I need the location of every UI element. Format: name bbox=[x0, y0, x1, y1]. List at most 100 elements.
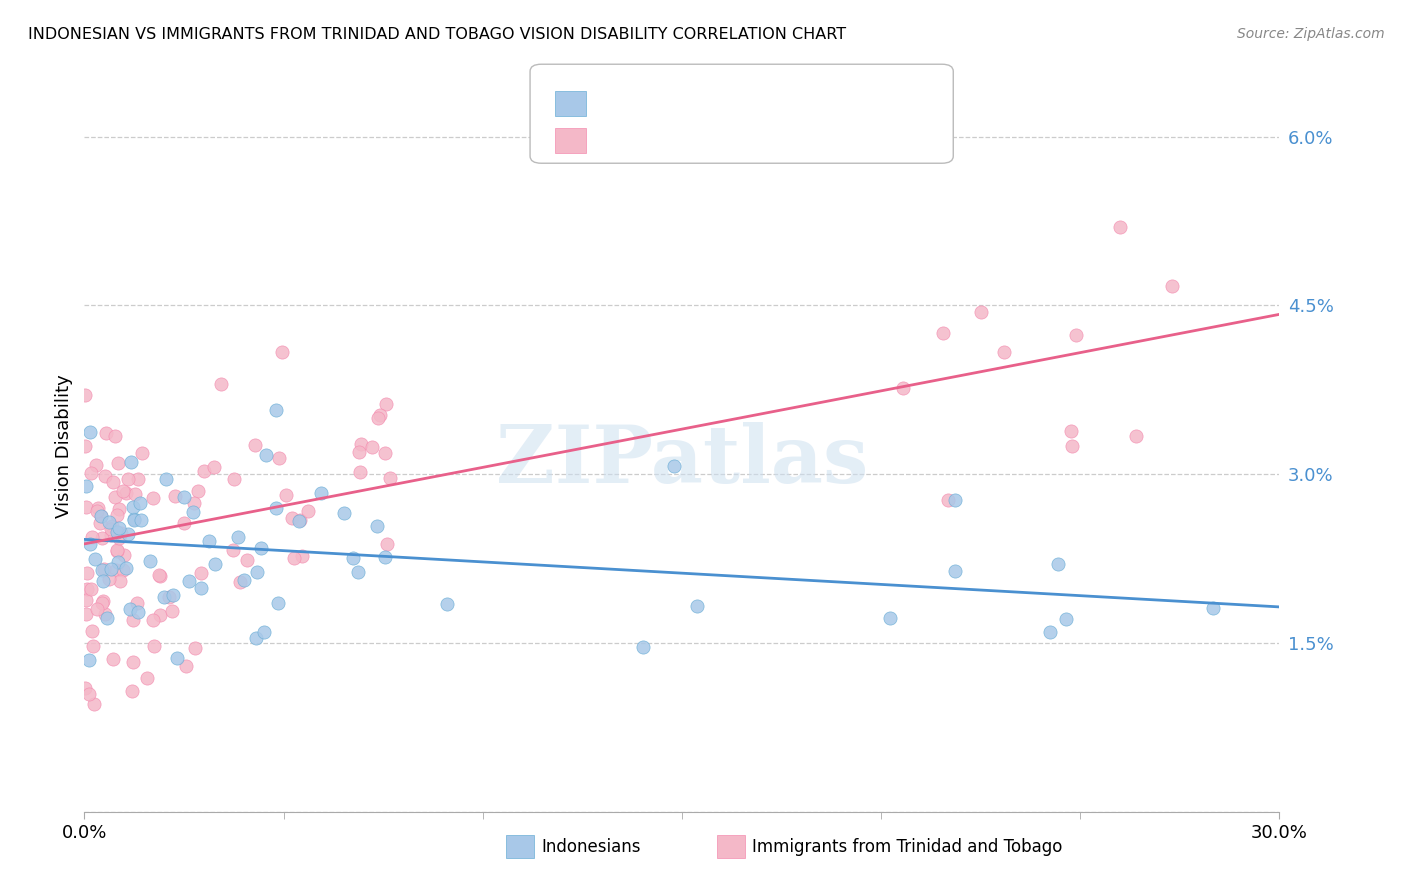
Point bbox=[349, 465, 371, 479]
Point bbox=[80, 624, 103, 639]
Point bbox=[100, 522, 122, 536]
Text: Indonesians: Indonesians bbox=[541, 838, 641, 855]
Point bbox=[91, 593, 114, 607]
Point bbox=[76, 566, 98, 580]
Point bbox=[87, 501, 110, 516]
Point bbox=[83, 697, 105, 711]
Point bbox=[128, 496, 150, 510]
Point bbox=[367, 411, 389, 425]
Point bbox=[142, 614, 165, 628]
Point bbox=[936, 492, 959, 507]
Point bbox=[347, 565, 370, 579]
Point bbox=[80, 466, 103, 480]
Point bbox=[131, 512, 153, 526]
Text: ZIPatlas: ZIPatlas bbox=[496, 422, 868, 500]
Point bbox=[662, 459, 685, 474]
Point bbox=[1054, 612, 1077, 626]
Point bbox=[75, 479, 97, 493]
Point bbox=[253, 625, 276, 640]
Point bbox=[93, 562, 115, 576]
Point bbox=[100, 527, 122, 541]
Point bbox=[375, 397, 398, 411]
Point bbox=[993, 345, 1015, 359]
Point bbox=[378, 471, 401, 485]
Point bbox=[75, 439, 97, 453]
Point bbox=[105, 524, 128, 539]
Point bbox=[75, 593, 97, 607]
Point bbox=[97, 515, 120, 529]
Point bbox=[80, 530, 103, 544]
Point bbox=[115, 485, 138, 500]
Point bbox=[290, 513, 312, 527]
Point bbox=[342, 551, 364, 566]
Point bbox=[226, 530, 249, 544]
Point bbox=[127, 472, 149, 486]
Point bbox=[121, 683, 143, 698]
Point bbox=[100, 562, 122, 576]
Point bbox=[77, 687, 100, 701]
Point bbox=[309, 486, 332, 500]
Point bbox=[118, 601, 141, 615]
Point bbox=[943, 493, 966, 508]
Point bbox=[104, 490, 127, 504]
Point bbox=[90, 596, 112, 610]
Point bbox=[131, 446, 153, 460]
Point bbox=[1047, 557, 1070, 571]
Point bbox=[143, 639, 166, 653]
Point bbox=[121, 500, 143, 515]
Point bbox=[75, 388, 97, 402]
Point bbox=[267, 596, 290, 610]
Point bbox=[94, 607, 117, 621]
Point bbox=[190, 566, 212, 580]
Point bbox=[75, 500, 97, 514]
Point bbox=[266, 403, 288, 417]
Point bbox=[105, 563, 128, 577]
Point bbox=[114, 561, 136, 575]
Point bbox=[436, 597, 458, 611]
Point bbox=[969, 304, 991, 318]
Text: R =  0.268   N= 110: R = 0.268 N= 110 bbox=[598, 132, 804, 150]
Point bbox=[77, 653, 100, 667]
Point bbox=[297, 504, 319, 518]
Point bbox=[142, 491, 165, 505]
Point bbox=[1060, 425, 1083, 439]
Point bbox=[125, 596, 148, 610]
Point bbox=[79, 582, 101, 596]
Point bbox=[121, 655, 143, 669]
Point bbox=[283, 551, 305, 566]
Point bbox=[90, 563, 112, 577]
Point bbox=[173, 516, 195, 531]
Point bbox=[107, 456, 129, 470]
Point bbox=[91, 531, 114, 545]
Text: Immigrants from Trinidad and Tobago: Immigrants from Trinidad and Tobago bbox=[752, 838, 1063, 855]
Point bbox=[89, 516, 111, 531]
Point bbox=[104, 429, 127, 443]
Point bbox=[127, 605, 149, 619]
Point bbox=[1062, 439, 1084, 453]
Point bbox=[86, 458, 108, 472]
Y-axis label: Vision Disability: Vision Disability bbox=[55, 374, 73, 518]
Point bbox=[267, 450, 290, 465]
Point bbox=[236, 552, 259, 566]
Point bbox=[110, 526, 132, 541]
Point bbox=[375, 537, 398, 551]
Point bbox=[368, 409, 391, 423]
Point bbox=[366, 518, 388, 533]
Point bbox=[105, 508, 128, 523]
Point bbox=[1064, 328, 1087, 343]
Point bbox=[105, 544, 128, 558]
Point bbox=[107, 521, 129, 535]
Point bbox=[117, 472, 139, 486]
Point bbox=[173, 490, 195, 504]
Point bbox=[193, 464, 215, 478]
Point bbox=[111, 484, 134, 499]
Point bbox=[94, 425, 117, 440]
Point bbox=[75, 681, 97, 696]
Point bbox=[91, 574, 114, 588]
Text: R = -0.137   N=  63: R = -0.137 N= 63 bbox=[598, 95, 804, 112]
Point bbox=[90, 508, 112, 523]
Point bbox=[222, 472, 245, 486]
Point bbox=[79, 537, 101, 551]
Point bbox=[246, 565, 269, 579]
Point bbox=[1125, 429, 1147, 443]
